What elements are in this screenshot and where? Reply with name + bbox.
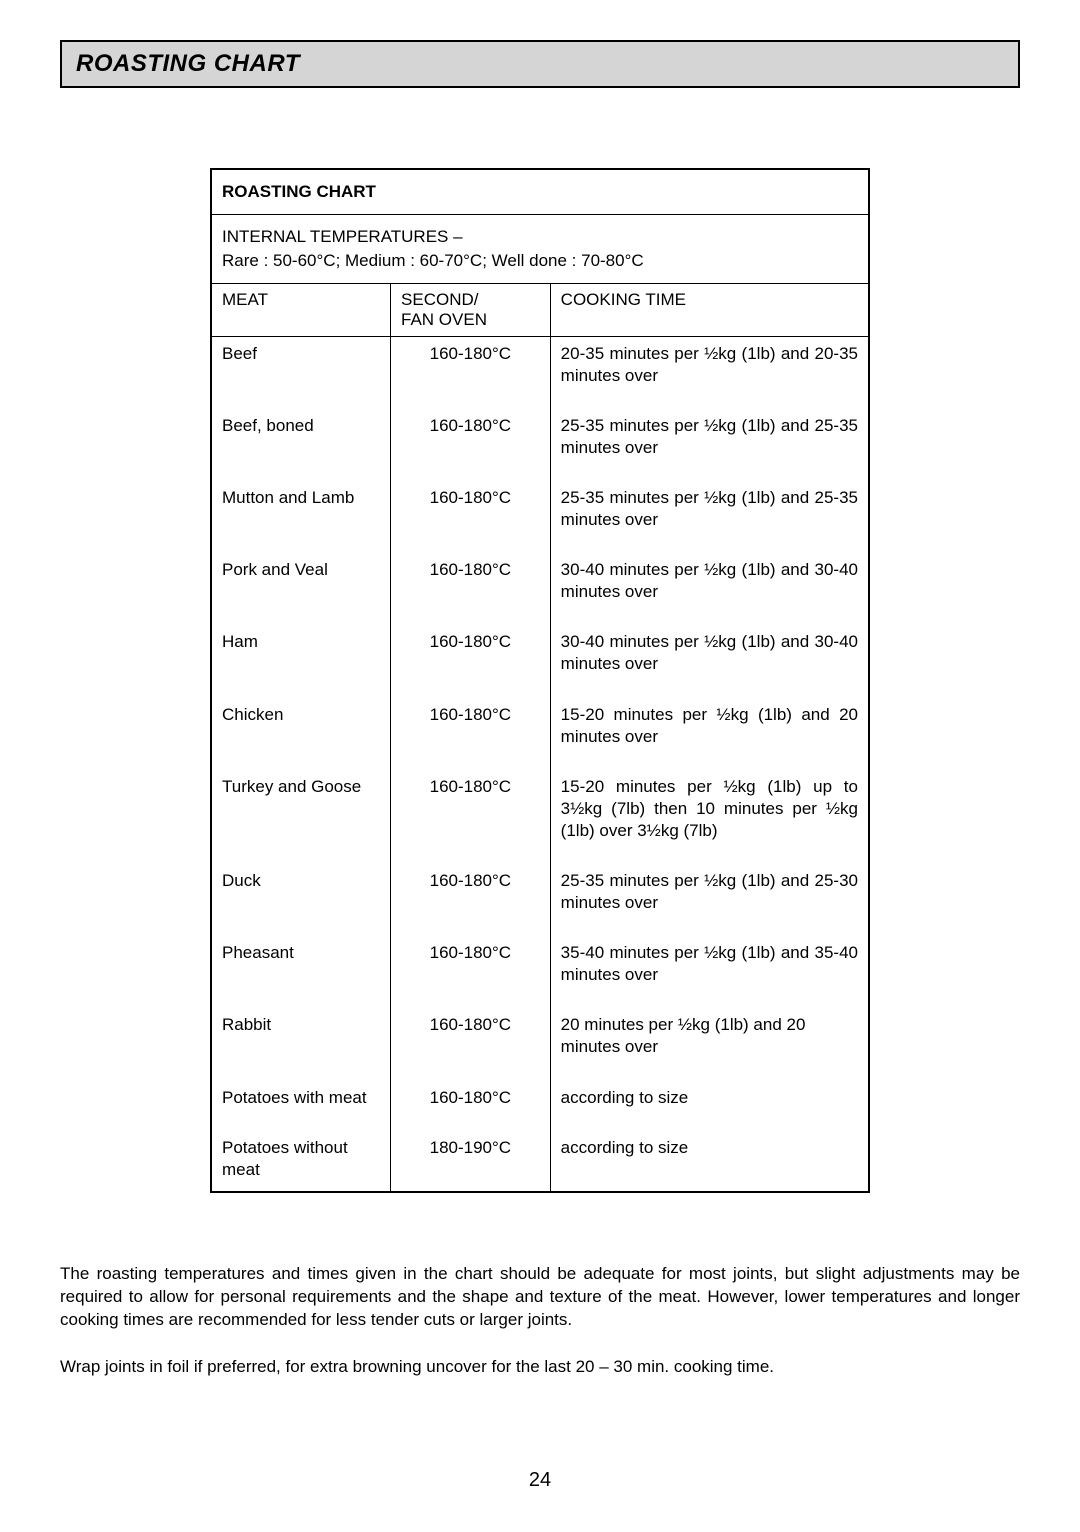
table-row: Pheasant160-180°C35-40 minutes per ½kg (… [211,936,869,1008]
cell-time: 20 minutes per ½kg (1lb) and 20 minutes … [550,1008,869,1080]
cell-meat: Beef, boned [211,409,391,481]
cell-meat: Pork and Veal [211,553,391,625]
notes-para-2: Wrap joints in foil if preferred, for ex… [60,1356,1020,1379]
internal-temp-values: Rare : 50-60°C; Medium : 60-70°C; Well d… [222,251,644,270]
table-row: Potatoes without meat180-190°Caccording … [211,1131,869,1192]
cell-temp: 160-180°C [391,864,551,936]
cell-meat: Turkey and Goose [211,770,391,864]
col-header-time: COOKING TIME [550,283,869,336]
page-header: ROASTING CHART [60,40,1020,88]
internal-temp-row: INTERNAL TEMPERATURES – Rare : 50-60°C; … [211,215,869,284]
cell-meat: Potatoes with meat [211,1081,391,1131]
cell-temp: 160-180°C [391,1008,551,1080]
cell-meat: Beef [211,336,391,409]
cell-time: according to size [550,1131,869,1192]
cell-temp: 160-180°C [391,698,551,770]
cell-time: according to size [550,1081,869,1131]
col-header-meat: MEAT [211,283,391,336]
table-row: Beef160-180°C20-35 minutes per ½kg (1lb)… [211,336,869,409]
cell-time: 35-40 minutes per ½kg (1lb) and 35-40 mi… [550,936,869,1008]
cell-temp: 160-180°C [391,336,551,409]
table-row: Pork and Veal160-180°C30-40 minutes per … [211,553,869,625]
page-number: 24 [60,1469,1020,1492]
cell-time: 20-35 minutes per ½kg (1lb) and 20-35 mi… [550,336,869,409]
table-title: ROASTING CHART [211,169,869,215]
column-headers: MEAT SECOND/ FAN OVEN COOKING TIME [211,283,869,336]
cell-temp: 160-180°C [391,481,551,553]
cell-time: 15-20 minutes per ½kg (1lb) and 20 minut… [550,698,869,770]
table-row: Turkey and Goose160-180°C15-20 minutes p… [211,770,869,864]
cell-time: 25-35 minutes per ½kg (1lb) and 25-35 mi… [550,481,869,553]
roasting-chart-table: ROASTING CHART INTERNAL TEMPERATURES – R… [210,168,870,1193]
table-row: Rabbit160-180°C20 minutes per ½kg (1lb) … [211,1008,869,1080]
cell-time: 25-35 minutes per ½kg (1lb) and 25-30 mi… [550,864,869,936]
cell-meat: Mutton and Lamb [211,481,391,553]
cell-temp: 160-180°C [391,1081,551,1131]
cell-temp: 160-180°C [391,770,551,864]
table-row: Ham160-180°C30-40 minutes per ½kg (1lb) … [211,625,869,697]
cell-time: 30-40 minutes per ½kg (1lb) and 30-40 mi… [550,625,869,697]
internal-temp-cell: INTERNAL TEMPERATURES – Rare : 50-60°C; … [211,215,869,284]
table-row: Chicken160-180°C15-20 minutes per ½kg (1… [211,698,869,770]
chart-container: ROASTING CHART INTERNAL TEMPERATURES – R… [60,168,1020,1193]
cell-temp: 180-190°C [391,1131,551,1192]
cell-meat: Potatoes without meat [211,1131,391,1192]
cell-temp: 160-180°C [391,625,551,697]
cell-meat: Ham [211,625,391,697]
cell-time: 15-20 minutes per ½kg (1lb) up to 3½kg (… [550,770,869,864]
col-header-temp-line1: SECOND/ [401,290,478,309]
cell-meat: Pheasant [211,936,391,1008]
cell-meat: Chicken [211,698,391,770]
cell-meat: Duck [211,864,391,936]
col-header-temp-line2: FAN OVEN [401,310,487,329]
table-row: Potatoes with meat160-180°Caccording to … [211,1081,869,1131]
page-title: ROASTING CHART [76,50,1004,78]
cell-temp: 160-180°C [391,936,551,1008]
table-row: Duck160-180°C25-35 minutes per ½kg (1lb)… [211,864,869,936]
cell-meat: Rabbit [211,1008,391,1080]
col-header-temp: SECOND/ FAN OVEN [391,283,551,336]
cell-time: 25-35 minutes per ½kg (1lb) and 25-35 mi… [550,409,869,481]
table-title-row: ROASTING CHART [211,169,869,215]
table-row: Beef, boned160-180°C25-35 minutes per ½k… [211,409,869,481]
cell-temp: 160-180°C [391,553,551,625]
table-row: Mutton and Lamb160-180°C25-35 minutes pe… [211,481,869,553]
notes-para-1: The roasting temperatures and times give… [60,1263,1020,1332]
cell-temp: 160-180°C [391,409,551,481]
internal-temp-label: INTERNAL TEMPERATURES – [222,227,463,246]
table-body: Beef160-180°C20-35 minutes per ½kg (1lb)… [211,336,869,1192]
cell-time: 30-40 minutes per ½kg (1lb) and 30-40 mi… [550,553,869,625]
